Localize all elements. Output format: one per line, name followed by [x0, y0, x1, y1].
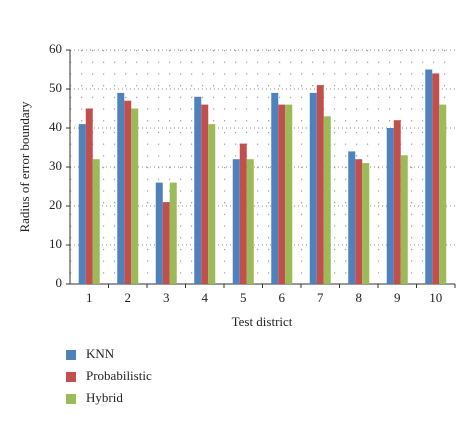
x-tick-label: 5	[240, 290, 247, 305]
legend-swatch	[66, 350, 76, 360]
x-tick-label: 8	[356, 290, 363, 305]
y-tick-label: 50	[49, 80, 62, 95]
bar	[309, 92, 317, 285]
legend-label: Hybrid	[86, 390, 123, 405]
x-tick-label: 3	[163, 290, 170, 305]
bar	[393, 120, 401, 284]
legend-label: Probabilistic	[86, 368, 152, 383]
x-tick-label: 2	[125, 290, 132, 305]
y-tick-label: 40	[49, 119, 62, 134]
bar	[162, 202, 170, 284]
x-tick-label: 1	[86, 290, 93, 305]
y-tick-label: 30	[49, 158, 62, 173]
x-tick-label: 10	[429, 290, 442, 305]
bar	[239, 143, 247, 284]
x-tick-label: 7	[317, 290, 324, 305]
y-tick-label: 20	[49, 197, 62, 212]
bar	[316, 85, 324, 284]
y-tick-label: 60	[49, 41, 62, 56]
bar	[194, 96, 202, 284]
legend-swatch	[66, 372, 76, 382]
x-tick-label: 6	[279, 290, 286, 305]
bar	[208, 124, 216, 284]
bar	[201, 104, 209, 284]
y-tick-label: 0	[56, 275, 63, 290]
bar	[92, 159, 100, 284]
bar	[323, 116, 331, 284]
y-tick-label: 10	[49, 236, 62, 251]
bar	[117, 92, 125, 285]
bar	[78, 124, 86, 284]
bar	[278, 104, 286, 284]
bar	[432, 73, 440, 285]
x-tick-label: 9	[394, 290, 401, 305]
bar	[124, 100, 132, 284]
x-axis-label: Test district	[232, 314, 293, 329]
bar	[232, 159, 240, 284]
x-tick-label: 4	[202, 290, 209, 305]
bar	[355, 159, 363, 284]
legend-label: KNN	[86, 346, 115, 361]
bar	[131, 108, 139, 284]
bar	[285, 104, 293, 284]
bar	[85, 108, 93, 284]
y-axis-label: Radius of error boundary	[17, 101, 32, 233]
bar	[155, 182, 163, 284]
legend-swatch	[66, 394, 76, 404]
bar	[169, 182, 177, 284]
bar	[386, 128, 394, 284]
bar	[439, 104, 447, 284]
bar	[362, 163, 370, 284]
bar	[400, 155, 408, 284]
bar	[425, 69, 433, 284]
bar	[348, 151, 356, 284]
bar	[246, 159, 254, 284]
bar	[271, 92, 279, 285]
